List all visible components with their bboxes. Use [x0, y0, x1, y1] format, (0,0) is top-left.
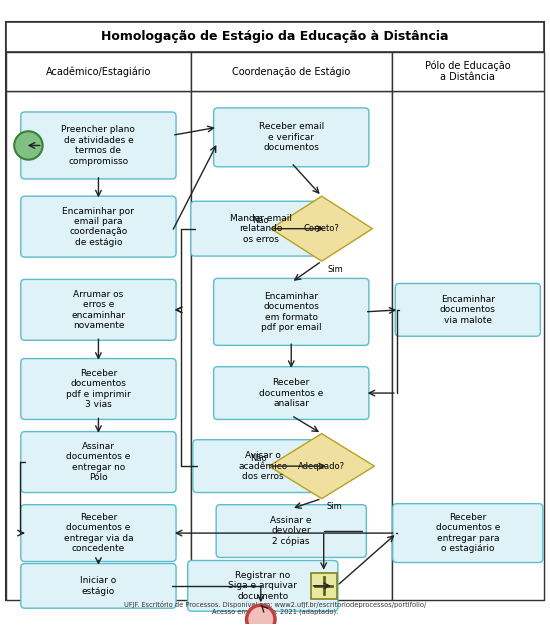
Text: Encaminhar
documentos
em formato
pdf por email: Encaminhar documentos em formato pdf por…	[261, 292, 322, 332]
Text: Iniciar o
estágio: Iniciar o estágio	[80, 576, 117, 596]
Polygon shape	[271, 196, 372, 261]
Text: Receber
documentos e
analisar: Receber documentos e analisar	[259, 378, 323, 408]
Text: Coordenação de Estágio: Coordenação de Estágio	[232, 66, 350, 77]
FancyBboxPatch shape	[21, 358, 176, 419]
FancyBboxPatch shape	[213, 108, 369, 167]
Text: Homologação de Estágio da Educação à Distância: Homologação de Estágio da Educação à Dis…	[101, 30, 449, 44]
FancyBboxPatch shape	[393, 504, 543, 563]
Text: Sim: Sim	[327, 502, 343, 511]
Text: Sim: Sim	[328, 265, 344, 274]
Bar	[6, 52, 191, 91]
Bar	[392, 52, 544, 91]
Bar	[392, 91, 544, 600]
Text: UFJF. Escritório de Processos. Disponível em: www2.ufjf.br/escritoriodeprocessos: UFJF. Escritório de Processos. Disponíve…	[124, 601, 426, 616]
FancyBboxPatch shape	[21, 112, 176, 179]
Text: Encaminhar por
email para
coordenação
de estágio: Encaminhar por email para coordenação de…	[63, 207, 134, 247]
Text: Receber
documentos
pdf e imprimir
3 vias: Receber documentos pdf e imprimir 3 vias	[66, 369, 131, 409]
FancyBboxPatch shape	[21, 505, 176, 561]
FancyBboxPatch shape	[216, 505, 366, 557]
FancyBboxPatch shape	[21, 280, 176, 340]
Bar	[311, 573, 337, 599]
Text: Encaminhar
documentos
via malote: Encaminhar documentos via malote	[440, 295, 496, 324]
FancyBboxPatch shape	[213, 367, 369, 419]
FancyBboxPatch shape	[188, 561, 338, 611]
Circle shape	[246, 605, 275, 634]
FancyBboxPatch shape	[21, 196, 176, 257]
Bar	[6, 91, 191, 600]
FancyBboxPatch shape	[213, 278, 369, 346]
FancyBboxPatch shape	[193, 440, 333, 493]
Text: Avisar o
acadêmico
dos erros: Avisar o acadêmico dos erros	[238, 451, 288, 481]
Text: Adequado?: Adequado?	[298, 461, 345, 470]
Circle shape	[14, 131, 42, 159]
FancyBboxPatch shape	[191, 201, 331, 256]
Bar	[191, 52, 392, 91]
Text: Receber
documentos e
entregar via da
concedente: Receber documentos e entregar via da con…	[64, 513, 133, 553]
Bar	[6, 22, 544, 52]
Text: Assinar e
devolver
2 cópias: Assinar e devolver 2 cópias	[271, 516, 312, 547]
Text: Assinar
documentos e
entregar no
Pólo: Assinar documentos e entregar no Pólo	[66, 442, 130, 482]
Text: Receber email
e verificar
documentos: Receber email e verificar documentos	[258, 122, 324, 152]
Text: Mandar email
relatando
os erros: Mandar email relatando os erros	[230, 214, 292, 244]
Text: Preencher plano
de atividades e
termos de
compromisso: Preencher plano de atividades e termos d…	[62, 125, 135, 166]
FancyBboxPatch shape	[395, 284, 540, 336]
Text: Não: Não	[250, 454, 267, 463]
Text: Acadêmico/Estagiário: Acadêmico/Estagiário	[46, 66, 151, 77]
Text: Registrar no
Siga e arquivar
documento: Registrar no Siga e arquivar documento	[228, 571, 297, 601]
Text: Pólo de Educação
a Distância: Pólo de Educação a Distância	[425, 60, 510, 83]
Bar	[191, 91, 392, 600]
Text: Não: Não	[252, 216, 269, 225]
Text: Correto?: Correto?	[304, 224, 339, 233]
Polygon shape	[269, 434, 375, 499]
Text: Receber
documentos e
entregar para
o estagiário: Receber documentos e entregar para o est…	[436, 513, 500, 553]
FancyBboxPatch shape	[21, 564, 176, 608]
FancyBboxPatch shape	[21, 431, 176, 493]
Text: Arrumar os
erros e
encaminhar
novamente: Arrumar os erros e encaminhar novamente	[72, 290, 125, 330]
